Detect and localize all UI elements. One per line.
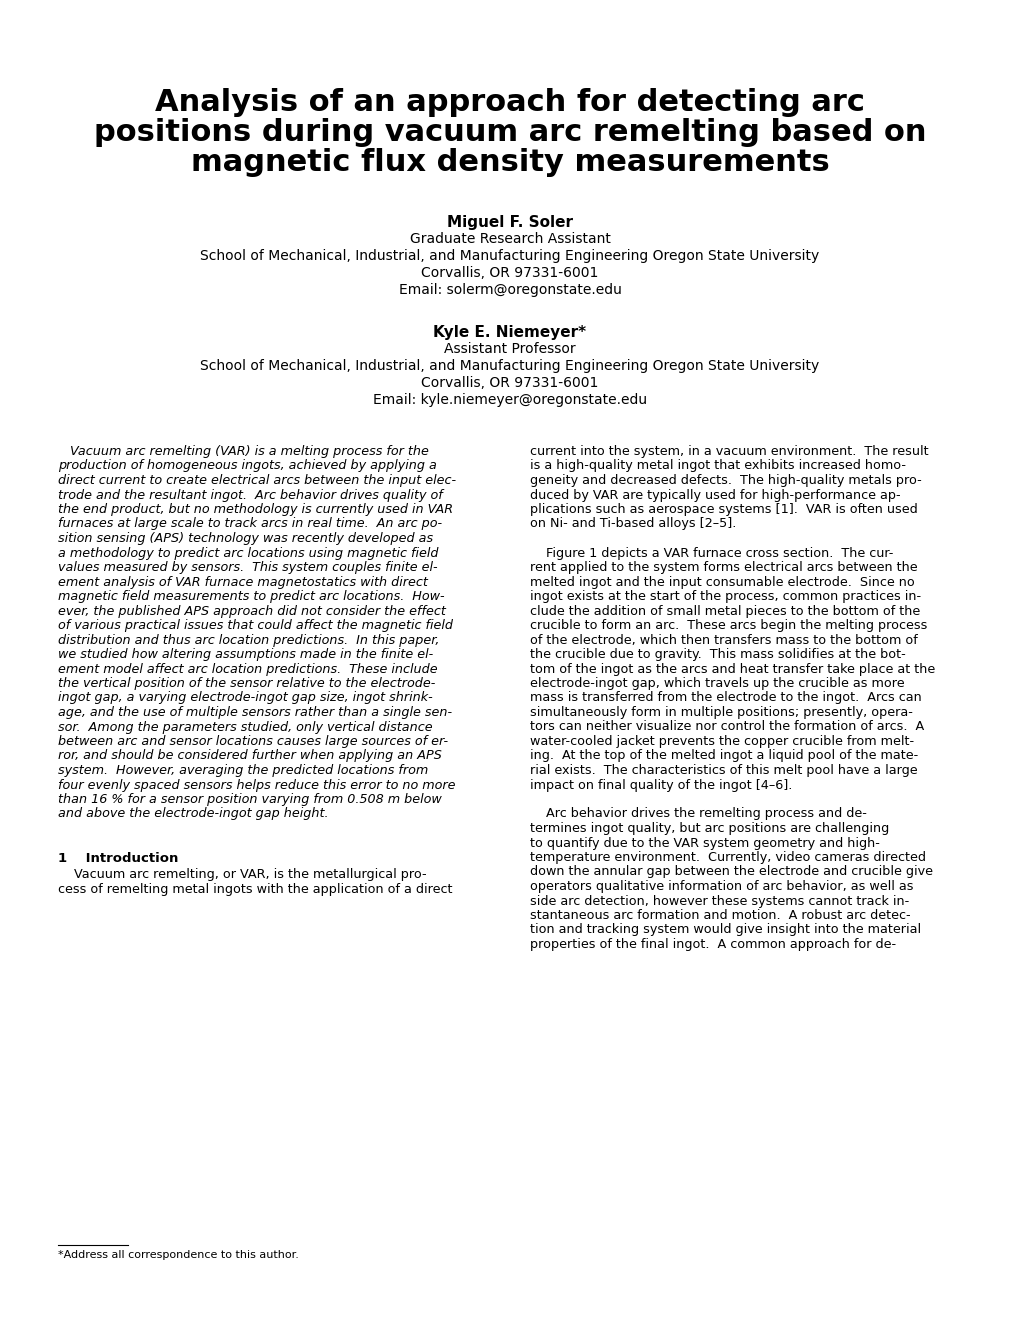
Text: ement analysis of VAR furnace magnetostatics with direct: ement analysis of VAR furnace magnetosta…: [58, 576, 427, 589]
Text: a methodology to predict arc locations using magnetic field: a methodology to predict arc locations u…: [58, 546, 438, 560]
Text: Email: solerm@oregonstate.edu: Email: solerm@oregonstate.edu: [398, 282, 621, 297]
Text: tom of the ingot as the arcs and heat transfer take place at the: tom of the ingot as the arcs and heat tr…: [530, 663, 934, 676]
Text: *Address all correspondence to this author.: *Address all correspondence to this auth…: [58, 1250, 299, 1261]
Text: tion and tracking system would give insight into the material: tion and tracking system would give insi…: [530, 924, 920, 936]
Text: trode and the resultant ingot.  Arc behavior drives quality of: trode and the resultant ingot. Arc behav…: [58, 488, 442, 502]
Text: magnetic flux density measurements: magnetic flux density measurements: [191, 148, 828, 177]
Text: Corvallis, OR 97331-6001: Corvallis, OR 97331-6001: [421, 376, 598, 389]
Text: Email: kyle.niemeyer@oregonstate.edu: Email: kyle.niemeyer@oregonstate.edu: [373, 393, 646, 407]
Text: ingot gap, a varying electrode-ingot gap size, ingot shrink-: ingot gap, a varying electrode-ingot gap…: [58, 692, 432, 705]
Text: properties of the final ingot.  A common approach for de-: properties of the final ingot. A common …: [530, 939, 896, 950]
Text: duced by VAR are typically used for high-performance ap-: duced by VAR are typically used for high…: [530, 488, 900, 502]
Text: Vacuum arc remelting (VAR) is a melting process for the: Vacuum arc remelting (VAR) is a melting …: [58, 445, 428, 458]
Text: sor.  Among the parameters studied, only vertical distance: sor. Among the parameters studied, only …: [58, 721, 432, 734]
Text: system.  However, averaging the predicted locations from: system. However, averaging the predicted…: [58, 764, 428, 777]
Text: Arc behavior drives the remelting process and de-: Arc behavior drives the remelting proces…: [530, 808, 866, 821]
Text: Figure 1 depicts a VAR furnace cross section.  The cur-: Figure 1 depicts a VAR furnace cross sec…: [530, 546, 893, 560]
Text: 1    Introduction: 1 Introduction: [58, 851, 178, 865]
Text: clude the addition of small metal pieces to the bottom of the: clude the addition of small metal pieces…: [530, 605, 919, 618]
Text: production of homogeneous ingots, achieved by applying a: production of homogeneous ingots, achiev…: [58, 459, 436, 473]
Text: tors can neither visualize nor control the formation of arcs.  A: tors can neither visualize nor control t…: [530, 721, 923, 734]
Text: ingot exists at the start of the process, common practices in-: ingot exists at the start of the process…: [530, 590, 920, 603]
Text: sition sensing (APS) technology was recently developed as: sition sensing (APS) technology was rece…: [58, 532, 433, 545]
Text: electrode-ingot gap, which travels up the crucible as more: electrode-ingot gap, which travels up th…: [530, 677, 904, 690]
Text: of various practical issues that could affect the magnetic field: of various practical issues that could a…: [58, 619, 452, 632]
Text: Corvallis, OR 97331-6001: Corvallis, OR 97331-6001: [421, 267, 598, 280]
Text: and above the electrode-ingot gap height.: and above the electrode-ingot gap height…: [58, 808, 328, 821]
Text: values measured by sensors.  This system couples finite el-: values measured by sensors. This system …: [58, 561, 437, 574]
Text: ever, the published APS approach did not consider the effect: ever, the published APS approach did not…: [58, 605, 445, 618]
Text: Graduate Research Assistant: Graduate Research Assistant: [410, 232, 609, 246]
Text: direct current to create electrical arcs between the input elec-: direct current to create electrical arcs…: [58, 474, 455, 487]
Text: temperature environment.  Currently, video cameras directed: temperature environment. Currently, vide…: [530, 851, 925, 865]
Text: simultaneously form in multiple positions; presently, opera-: simultaneously form in multiple position…: [530, 706, 912, 719]
Text: crucible to form an arc.  These arcs begin the melting process: crucible to form an arc. These arcs begi…: [530, 619, 926, 632]
Text: water-cooled jacket prevents the copper crucible from melt-: water-cooled jacket prevents the copper …: [530, 735, 913, 748]
Text: stantaneous arc formation and motion.  A robust arc detec-: stantaneous arc formation and motion. A …: [530, 909, 910, 921]
Text: Kyle E. Niemeyer*: Kyle E. Niemeyer*: [433, 325, 586, 341]
Text: Assistant Professor: Assistant Professor: [443, 342, 576, 356]
Text: the vertical position of the sensor relative to the electrode-: the vertical position of the sensor rela…: [58, 677, 435, 690]
Text: the end product, but no methodology is currently used in VAR: the end product, but no methodology is c…: [58, 503, 452, 516]
Text: mass is transferred from the electrode to the ingot.  Arcs can: mass is transferred from the electrode t…: [530, 692, 921, 705]
Text: distribution and thus arc location predictions.  In this paper,: distribution and thus arc location predi…: [58, 634, 439, 647]
Text: positions during vacuum arc remelting based on: positions during vacuum arc remelting ba…: [94, 117, 925, 147]
Text: School of Mechanical, Industrial, and Manufacturing Engineering Oregon State Uni: School of Mechanical, Industrial, and Ma…: [200, 359, 819, 374]
Text: School of Mechanical, Industrial, and Manufacturing Engineering Oregon State Uni: School of Mechanical, Industrial, and Ma…: [200, 249, 819, 263]
Text: Analysis of an approach for detecting arc: Analysis of an approach for detecting ar…: [155, 88, 864, 117]
Text: ror, and should be considered further when applying an APS: ror, and should be considered further wh…: [58, 750, 441, 763]
Text: to quantify due to the VAR system geometry and high-: to quantify due to the VAR system geomet…: [530, 837, 879, 850]
Text: than 16 % for a sensor position varying from 0.508 m below: than 16 % for a sensor position varying …: [58, 793, 441, 807]
Text: of the electrode, which then transfers mass to the bottom of: of the electrode, which then transfers m…: [530, 634, 917, 647]
Text: impact on final quality of the ingot [4–6].: impact on final quality of the ingot [4–…: [530, 779, 792, 792]
Text: the crucible due to gravity.  This mass solidifies at the bot-: the crucible due to gravity. This mass s…: [530, 648, 905, 661]
Text: magnetic field measurements to predict arc locations.  How-: magnetic field measurements to predict a…: [58, 590, 444, 603]
Text: four evenly spaced sensors helps reduce this error to no more: four evenly spaced sensors helps reduce …: [58, 779, 455, 792]
Text: ement model affect arc location predictions.  These include: ement model affect arc location predicti…: [58, 663, 437, 676]
Text: down the annular gap between the electrode and crucible give: down the annular gap between the electro…: [530, 866, 932, 879]
Text: ing.  At the top of the melted ingot a liquid pool of the mate-: ing. At the top of the melted ingot a li…: [530, 750, 917, 763]
Text: on Ni- and Ti-based alloys [2–5].: on Ni- and Ti-based alloys [2–5].: [530, 517, 736, 531]
Text: Vacuum arc remelting, or VAR, is the metallurgical pro-: Vacuum arc remelting, or VAR, is the met…: [58, 869, 426, 880]
Text: age, and the use of multiple sensors rather than a single sen-: age, and the use of multiple sensors rat…: [58, 706, 451, 719]
Text: we studied how altering assumptions made in the finite el-: we studied how altering assumptions made…: [58, 648, 433, 661]
Text: is a high-quality metal ingot that exhibits increased homo-: is a high-quality metal ingot that exhib…: [530, 459, 905, 473]
Text: termines ingot quality, but arc positions are challenging: termines ingot quality, but arc position…: [530, 822, 889, 836]
Text: rial exists.  The characteristics of this melt pool have a large: rial exists. The characteristics of this…: [530, 764, 917, 777]
Text: between arc and sensor locations causes large sources of er-: between arc and sensor locations causes …: [58, 735, 447, 748]
Text: geneity and decreased defects.  The high-quality metals pro-: geneity and decreased defects. The high-…: [530, 474, 921, 487]
Text: furnaces at large scale to track arcs in real time.  An arc po-: furnaces at large scale to track arcs in…: [58, 517, 441, 531]
Text: Miguel F. Soler: Miguel F. Soler: [446, 215, 573, 230]
Text: plications such as aerospace systems [1].  VAR is often used: plications such as aerospace systems [1]…: [530, 503, 917, 516]
Text: cess of remelting metal ingots with the application of a direct: cess of remelting metal ingots with the …: [58, 883, 452, 895]
Text: melted ingot and the input consumable electrode.  Since no: melted ingot and the input consumable el…: [530, 576, 914, 589]
Text: current into the system, in a vacuum environment.  The result: current into the system, in a vacuum env…: [530, 445, 927, 458]
Text: rent applied to the system forms electrical arcs between the: rent applied to the system forms electri…: [530, 561, 917, 574]
Text: operators qualitative information of arc behavior, as well as: operators qualitative information of arc…: [530, 880, 913, 894]
Text: side arc detection, however these systems cannot track in-: side arc detection, however these system…: [530, 895, 908, 908]
